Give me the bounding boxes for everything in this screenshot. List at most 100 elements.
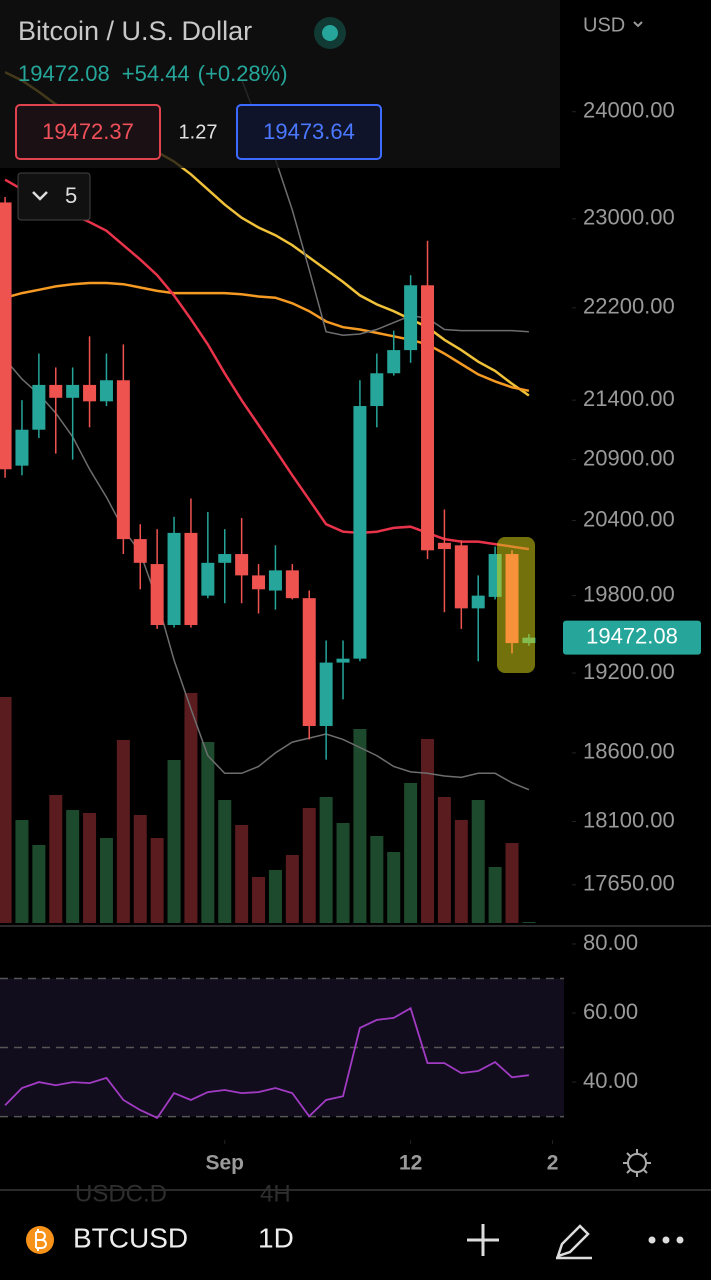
bid-price[interactable]: 19472.37	[42, 119, 134, 144]
candle-body	[319, 662, 333, 726]
candle-body	[32, 384, 46, 430]
rsi-tick-label: 40.00	[583, 1068, 638, 1093]
indicator-line	[4, 281, 530, 393]
volume-bar	[235, 825, 249, 923]
candle-body	[99, 380, 113, 402]
y-tick-label: 19200.00	[583, 659, 675, 684]
candle-body	[387, 350, 401, 374]
volume-bar	[268, 870, 282, 923]
currency[interactable]: USD	[583, 14, 625, 36]
currency-chevron	[633, 21, 643, 28]
volume-bar	[66, 810, 80, 923]
y-tick-label: 19800.00	[583, 581, 675, 606]
spread: 1.27	[179, 121, 218, 143]
y-tick-label: 20400.00	[583, 506, 675, 531]
volume-bar	[133, 815, 147, 923]
axes: 24000.00 23000.00 22200.00 21400.00 20900.00…	[205, 98, 701, 1175]
y-tick-label: 18600.00	[583, 739, 675, 764]
volume-bar	[285, 855, 299, 923]
candle-body	[471, 595, 485, 609]
candle-body	[15, 429, 29, 466]
candle-body	[505, 554, 519, 644]
add-button[interactable]	[467, 1224, 499, 1256]
candle-body	[437, 542, 451, 550]
candle-body	[116, 380, 130, 540]
candle-body	[268, 570, 282, 591]
y-tick-label: 24000.00	[583, 98, 675, 123]
volume-bar	[15, 820, 29, 923]
last-price-label: 19472.08	[586, 623, 678, 648]
candle-body	[404, 285, 418, 351]
volume-bar	[505, 843, 519, 923]
volume-bar	[454, 820, 468, 923]
volume-bar	[252, 877, 266, 923]
bitcoin-glyph	[35, 1229, 47, 1251]
volume-bar	[370, 836, 384, 923]
volume-bar	[49, 795, 63, 923]
ghost-interval: 4H	[260, 1180, 291, 1207]
y-tick-label: 17650.00	[583, 871, 675, 896]
candle-body	[0, 202, 12, 470]
symbol[interactable]: BTCUSD	[73, 1222, 188, 1253]
candle-body	[150, 564, 164, 626]
y-tick-label: 20900.00	[583, 445, 675, 470]
volume-bar	[0, 697, 12, 923]
candle-body	[370, 373, 384, 407]
candle-body	[184, 532, 198, 626]
y-tick-label: 23000.00	[583, 205, 675, 230]
candle-body	[353, 406, 367, 659]
ask-price[interactable]: 19473.64	[263, 119, 355, 144]
volume-bar	[421, 739, 435, 923]
volume-bar	[336, 823, 350, 923]
indicator-toggle[interactable]	[17, 172, 91, 221]
volume-bar	[471, 800, 485, 923]
volume-bar	[522, 922, 536, 923]
x-tick-label: Sep	[205, 1152, 244, 1175]
volume-bar	[353, 729, 367, 923]
candle-body	[83, 384, 97, 402]
x-tick-label: 12	[399, 1152, 422, 1175]
candle-body	[252, 575, 266, 590]
volume-bar	[319, 797, 333, 923]
price-change-percent: (+0.28%)	[198, 61, 288, 86]
ghost-symbol: USDC.D	[75, 1180, 167, 1207]
candle-body	[454, 545, 468, 609]
candle-body	[285, 570, 299, 599]
rsi-tick-label: 60.00	[583, 999, 638, 1024]
more-button[interactable]	[648, 1236, 684, 1244]
volume-bar	[116, 740, 130, 923]
volume-bar	[201, 742, 215, 923]
volume-bar	[32, 845, 46, 923]
y-tick-label: 22200.00	[583, 294, 675, 319]
indicator-line	[240, 79, 529, 336]
interval[interactable]: 1D	[258, 1222, 294, 1253]
volume-bar	[99, 838, 113, 923]
indicator-count[interactable]: 5	[65, 183, 77, 208]
candle-body	[218, 554, 232, 563]
draw-button[interactable]	[556, 1224, 592, 1260]
candle-body	[302, 598, 316, 726]
candle-body	[49, 384, 63, 398]
status-dot	[322, 25, 338, 41]
candle-body	[167, 532, 181, 626]
indicator-line	[4, 358, 530, 791]
buy-button[interactable]	[236, 104, 382, 160]
volume-bar	[302, 808, 316, 923]
candle-body	[336, 658, 350, 663]
candle-body	[66, 384, 80, 398]
y-tick-label: 21400.00	[583, 386, 675, 411]
volume-bar	[184, 693, 198, 923]
candle-body	[133, 539, 147, 563]
rsi-pane	[0, 977, 564, 1120]
indicator-line	[4, 178, 530, 551]
candle-body	[201, 562, 215, 596]
chevron-icon	[32, 191, 48, 201]
volume-bar	[437, 797, 451, 923]
volume-bar	[387, 852, 401, 923]
last-price: 19472.08	[18, 61, 110, 86]
price-pane	[0, 71, 536, 923]
sell-button[interactable]	[15, 104, 161, 160]
rsi-tick-label: 80.00	[583, 930, 638, 955]
